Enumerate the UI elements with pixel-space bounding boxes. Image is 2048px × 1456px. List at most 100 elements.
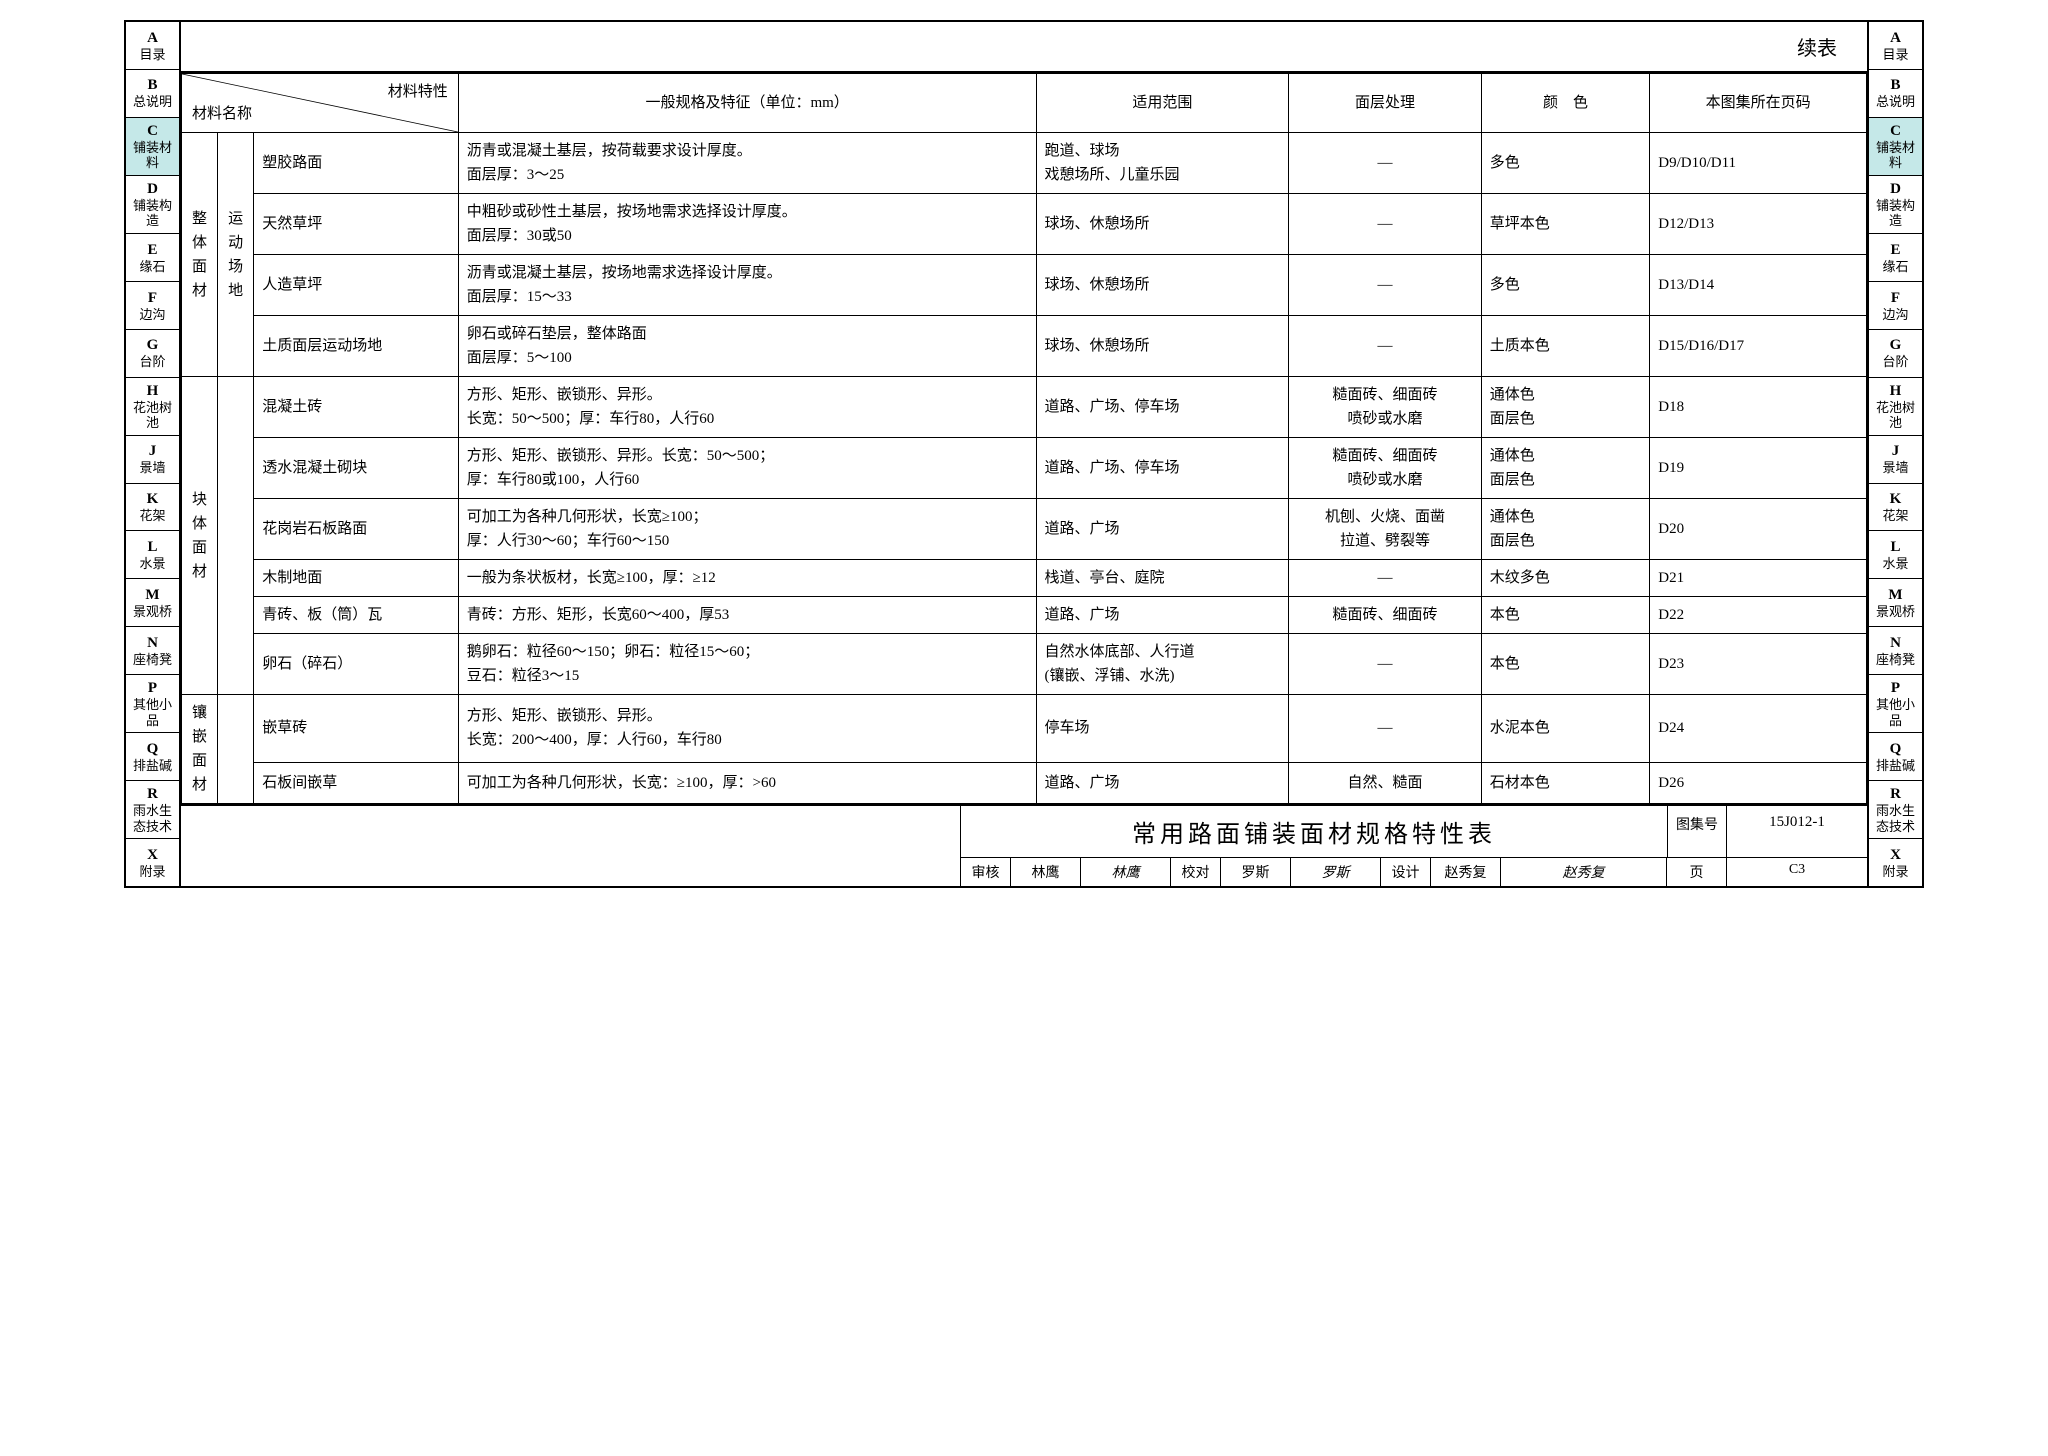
cell-spec: 可加工为各种几何形状，长宽≥100；厚：人行30～60；车行60～150 bbox=[458, 499, 1036, 560]
cell-page: D12/D13 bbox=[1650, 194, 1867, 255]
sidebar-label: 雨水生态技术 bbox=[128, 803, 177, 834]
header-surface: 面层处理 bbox=[1289, 74, 1482, 133]
cell-color: 木纹多色 bbox=[1481, 560, 1649, 597]
sidebar-item-p[interactable]: P其他小品 bbox=[1869, 675, 1922, 733]
category-2 bbox=[218, 377, 254, 695]
category-1: 整体面材 bbox=[182, 133, 218, 377]
sidebar-item-c[interactable]: C铺装材料 bbox=[1869, 118, 1922, 176]
sidebar-item-r[interactable]: R雨水生态技术 bbox=[1869, 781, 1922, 839]
table-row: 天然草坪中粗砂或砂性土基层，按场地需求选择设计厚度。面层厚：30或50球场、休憩… bbox=[182, 194, 1867, 255]
sidebar-item-f[interactable]: F边沟 bbox=[1869, 282, 1922, 330]
sidebar-item-a[interactable]: A目录 bbox=[1869, 22, 1922, 70]
sidebar-letter: P bbox=[1891, 679, 1900, 697]
sidebar-item-m[interactable]: M景观桥 bbox=[126, 579, 179, 627]
cell-page: D9/D10/D11 bbox=[1650, 133, 1867, 194]
table-row: 土质面层运动场地卵石或碎石垫层，整体路面面层厚：5～100球场、休憩场所—土质本… bbox=[182, 316, 1867, 377]
cell-page: D24 bbox=[1650, 695, 1867, 763]
sidebar-letter: C bbox=[147, 122, 158, 140]
jiaodui-label: 校对 bbox=[1171, 858, 1221, 886]
cell-material-name: 人造草坪 bbox=[254, 255, 459, 316]
header-scope: 适用范围 bbox=[1036, 74, 1289, 133]
sidebar-item-h[interactable]: H花池树池 bbox=[1869, 378, 1922, 436]
sidebar-item-e[interactable]: E缘石 bbox=[126, 234, 179, 282]
sidebar-item-j[interactable]: J景墙 bbox=[1869, 436, 1922, 484]
cell-scope: 道路、广场 bbox=[1036, 597, 1289, 634]
cell-page: D26 bbox=[1650, 762, 1867, 803]
cell-color: 多色 bbox=[1481, 255, 1649, 316]
sidebar-letter: R bbox=[1890, 785, 1901, 803]
title-row-1: 常用路面铺装面材规格特性表 图集号 15J012-1 bbox=[961, 806, 1867, 858]
table-row: 块体面材混凝土砖方形、矩形、嵌锁形、异形。长宽：50～500；厚：车行80，人行… bbox=[182, 377, 1867, 438]
cell-surface: 糙面砖、细面砖喷砂或水磨 bbox=[1289, 377, 1482, 438]
sidebar-item-b[interactable]: B总说明 bbox=[1869, 70, 1922, 118]
sidebar-letter: G bbox=[1890, 336, 1902, 354]
sidebar-letter: H bbox=[1890, 382, 1902, 400]
cell-spec: 中粗砂或砂性土基层，按场地需求选择设计厚度。面层厚：30或50 bbox=[458, 194, 1036, 255]
table-row: 整体面材运动场地塑胶路面沥青或混凝土基层，按荷载要求设计厚度。面层厚：3～25跑… bbox=[182, 133, 1867, 194]
shenhe-sign: 林鹰 bbox=[1081, 858, 1171, 886]
cell-surface: — bbox=[1289, 194, 1482, 255]
cell-surface: — bbox=[1289, 255, 1482, 316]
sidebar-letter: F bbox=[148, 289, 157, 307]
sidebar-item-b[interactable]: B总说明 bbox=[126, 70, 179, 118]
sidebar-item-c[interactable]: C铺装材料 bbox=[126, 118, 179, 176]
sidebar-item-q[interactable]: Q排盐碱 bbox=[126, 733, 179, 781]
cell-surface: — bbox=[1289, 560, 1482, 597]
cell-spec: 沥青或混凝土基层，按场地需求选择设计厚度。面层厚：15～33 bbox=[458, 255, 1036, 316]
sidebar-label: 铺装材料 bbox=[1871, 140, 1920, 171]
cell-spec: 方形、矩形、嵌锁形、异形。长宽：50～500；厚：车行80，人行60 bbox=[458, 377, 1036, 438]
sidebar-label: 附录 bbox=[139, 864, 165, 880]
sidebar-item-n[interactable]: N座椅凳 bbox=[126, 627, 179, 675]
cell-page: D18 bbox=[1650, 377, 1867, 438]
sidebar-label: 花池树池 bbox=[1871, 400, 1920, 431]
table-row: 青砖、板（筒）瓦青砖：方形、矩形，长宽60～400，厚53道路、广场糙面砖、细面… bbox=[182, 597, 1867, 634]
sidebar-letter: N bbox=[1890, 634, 1901, 652]
sidebar-item-d[interactable]: D铺装构造 bbox=[126, 176, 179, 234]
sidebar-label: 台阶 bbox=[1882, 354, 1908, 370]
sidebar-item-x[interactable]: X附录 bbox=[1869, 839, 1922, 886]
sidebar-item-a[interactable]: A目录 bbox=[126, 22, 179, 70]
sidebar-item-e[interactable]: E缘石 bbox=[1869, 234, 1922, 282]
sidebar-item-h[interactable]: H花池树池 bbox=[126, 378, 179, 436]
sidebar-item-r[interactable]: R雨水生态技术 bbox=[126, 781, 179, 839]
sidebar-item-n[interactable]: N座椅凳 bbox=[1869, 627, 1922, 675]
category-1: 镶嵌面材 bbox=[182, 695, 218, 804]
sidebar-item-d[interactable]: D铺装构造 bbox=[1869, 176, 1922, 234]
title-block: 常用路面铺装面材规格特性表 图集号 15J012-1 审核 林鹰 林鹰 校对 罗… bbox=[181, 804, 1867, 886]
cell-scope: 球场、休憩场所 bbox=[1036, 194, 1289, 255]
sidebar-item-g[interactable]: G台阶 bbox=[126, 330, 179, 378]
sidebar-item-x[interactable]: X附录 bbox=[126, 839, 179, 886]
page-value: C3 bbox=[1727, 858, 1867, 886]
sidebar-letter: P bbox=[148, 679, 157, 697]
page-label: 页 bbox=[1667, 858, 1727, 886]
sidebar-item-k[interactable]: K花架 bbox=[1869, 484, 1922, 532]
sidebar-item-q[interactable]: Q排盐碱 bbox=[1869, 733, 1922, 781]
sidebar-label: 排盐碱 bbox=[1876, 758, 1915, 774]
sidebar-label: 边沟 bbox=[1882, 307, 1908, 323]
sidebar-label: 铺装构造 bbox=[1871, 198, 1920, 229]
sidebar-letter: M bbox=[1888, 586, 1902, 604]
cell-spec: 方形、矩形、嵌锁形、异形。长宽：200～400，厚：人行60，车行80 bbox=[458, 695, 1036, 763]
table-row: 透水混凝土砌块方形、矩形、嵌锁形、异形。长宽：50～500；厚：车行80或100… bbox=[182, 438, 1867, 499]
sidebar-letter: C bbox=[1890, 122, 1901, 140]
cell-color: 本色 bbox=[1481, 634, 1649, 695]
sidebar-item-p[interactable]: P其他小品 bbox=[126, 675, 179, 733]
sidebar-item-g[interactable]: G台阶 bbox=[1869, 330, 1922, 378]
sidebar-item-l[interactable]: L水景 bbox=[1869, 531, 1922, 579]
sidebar-label: 花架 bbox=[1882, 508, 1908, 524]
sidebar-item-f[interactable]: F边沟 bbox=[126, 282, 179, 330]
sidebar-label: 座椅凳 bbox=[133, 652, 172, 668]
sheji-sign: 赵秀复 bbox=[1501, 858, 1667, 886]
cell-page: D19 bbox=[1650, 438, 1867, 499]
header-spec: 一般规格及特征（单位：mm） bbox=[458, 74, 1036, 133]
sidebar-item-j[interactable]: J景墙 bbox=[126, 436, 179, 484]
sidebar-item-k[interactable]: K花架 bbox=[126, 484, 179, 532]
sidebar-item-m[interactable]: M景观桥 bbox=[1869, 579, 1922, 627]
title-row-2: 审核 林鹰 林鹰 校对 罗斯 罗斯 设计 赵秀复 赵秀复 页 C3 bbox=[961, 858, 1867, 886]
cell-scope: 栈道、亭台、庭院 bbox=[1036, 560, 1289, 597]
main-content: 续表 材料特性 材料名称 一般规格及特征（单位：mm） bbox=[181, 22, 1867, 886]
sidebar-label: 水景 bbox=[1882, 556, 1908, 572]
cell-scope: 自然水体底部、人行道(镶嵌、浮铺、水洗) bbox=[1036, 634, 1289, 695]
cell-color: 水泥本色 bbox=[1481, 695, 1649, 763]
sidebar-item-l[interactable]: L水景 bbox=[126, 531, 179, 579]
